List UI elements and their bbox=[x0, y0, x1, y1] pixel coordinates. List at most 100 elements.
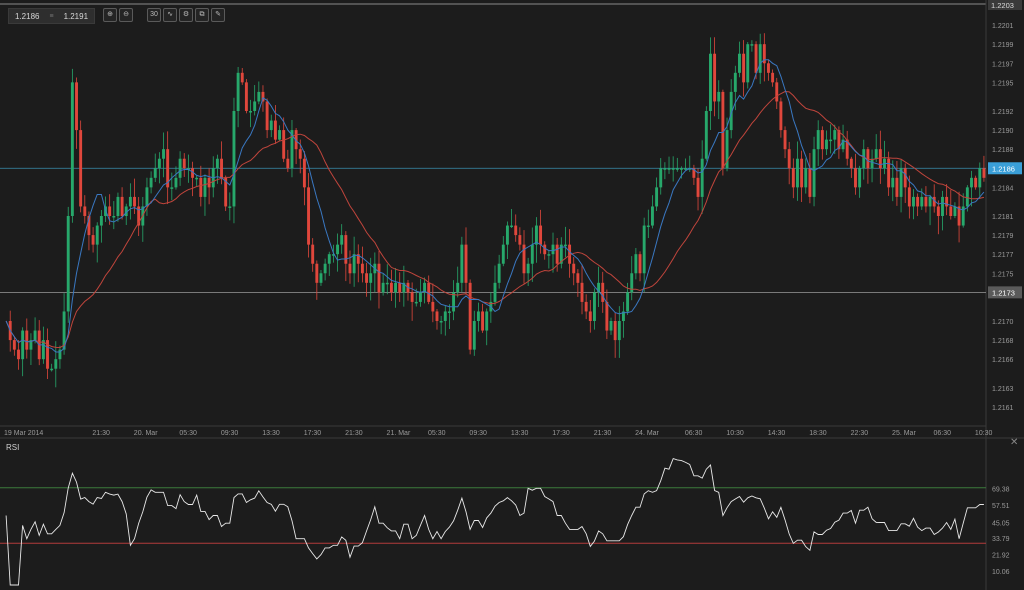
bid-ask-box[interactable]: 1.2186 ≡ 1.2191 bbox=[8, 8, 96, 24]
candle-bear bbox=[137, 206, 141, 226]
candle-bull bbox=[162, 149, 165, 159]
candle-bull bbox=[609, 321, 613, 331]
candle-bear bbox=[286, 158, 290, 169]
time-tick-label: 13:30 bbox=[511, 430, 529, 437]
candle-bear bbox=[468, 282, 472, 350]
candle-bull bbox=[58, 349, 62, 360]
candle-bull bbox=[700, 158, 704, 197]
time-tick-label: 14:30 bbox=[768, 430, 786, 437]
candle-bear bbox=[779, 101, 783, 131]
candle-bear bbox=[199, 177, 203, 197]
price-tick-label: 1.2190 bbox=[992, 128, 1014, 135]
candle-bull bbox=[447, 311, 451, 313]
time-tick-label: 21. Mar bbox=[387, 430, 411, 437]
price-tick-label: 1.2181 bbox=[992, 214, 1014, 221]
price-tick-label: 1.2161 bbox=[992, 405, 1014, 412]
candle-bull bbox=[232, 111, 236, 207]
candle-bull bbox=[253, 101, 257, 111]
candle-bear bbox=[435, 311, 439, 321]
candle-bear bbox=[207, 177, 211, 188]
candle-bear bbox=[949, 206, 953, 216]
candle-bear bbox=[398, 282, 402, 293]
candle-bull bbox=[402, 282, 406, 293]
candle-bear bbox=[410, 292, 414, 302]
candle-bear bbox=[240, 72, 244, 83]
candle-bull bbox=[659, 168, 663, 188]
price-tick-label: 1.2192 bbox=[992, 109, 1014, 116]
candle-bear bbox=[713, 53, 717, 102]
candle-bear bbox=[584, 301, 588, 312]
candle-bull bbox=[99, 216, 103, 226]
candle-bull bbox=[269, 120, 273, 131]
candle-bear bbox=[108, 206, 112, 216]
draw-icon[interactable]: ✎ bbox=[211, 8, 225, 22]
candle-bear bbox=[854, 168, 857, 188]
rsi-line bbox=[5, 458, 984, 586]
candle-bear bbox=[265, 101, 269, 131]
timeframe-30m-button[interactable]: 30 bbox=[147, 8, 161, 22]
candle-bear bbox=[431, 301, 435, 312]
candle-bull bbox=[829, 139, 833, 142]
candle-bull bbox=[833, 130, 837, 140]
candle-bear bbox=[576, 273, 580, 283]
copy-icon[interactable]: ⧉ bbox=[195, 8, 209, 22]
candle-bear bbox=[771, 72, 775, 83]
candle-bear bbox=[220, 158, 223, 178]
price-tick-label: 1.2199 bbox=[992, 42, 1014, 49]
candle-bull bbox=[336, 244, 339, 255]
candle-bear bbox=[244, 82, 248, 111]
candle-bull bbox=[526, 263, 530, 274]
candle-bull bbox=[70, 82, 74, 216]
order-icon[interactable]: ≡ bbox=[49, 12, 54, 20]
candle-bull bbox=[369, 273, 373, 283]
candle-bull bbox=[617, 321, 621, 341]
time-tick-label: 10:30 bbox=[975, 430, 993, 437]
candle-bull bbox=[626, 292, 630, 312]
time-tick-label: 10:30 bbox=[726, 430, 744, 437]
time-tick-label: 21:30 bbox=[594, 430, 612, 437]
candle-bull bbox=[41, 340, 45, 360]
candle-bear bbox=[344, 235, 348, 264]
candle-bull bbox=[671, 168, 675, 170]
candle-bear bbox=[79, 130, 83, 207]
candle-bull bbox=[709, 53, 712, 111]
zoom-out-icon[interactable]: ⊖ bbox=[119, 8, 133, 22]
candle-bear bbox=[849, 158, 853, 169]
candle-bull bbox=[816, 130, 820, 150]
candle-bull bbox=[621, 311, 625, 321]
candle-bear bbox=[692, 168, 696, 178]
time-tick-label: 25. Mar bbox=[892, 430, 916, 437]
candle-bear bbox=[775, 82, 779, 102]
candle-bull bbox=[746, 44, 750, 83]
candle-bull bbox=[592, 292, 596, 321]
candle-bull bbox=[195, 177, 199, 180]
candle-bull bbox=[95, 225, 99, 245]
candle-bear bbox=[522, 244, 526, 274]
settings-icon[interactable]: ⚙ bbox=[179, 8, 193, 22]
candle-bear bbox=[166, 149, 170, 188]
candle-bull bbox=[858, 168, 862, 188]
candle-bear bbox=[25, 330, 29, 350]
ask-price: 1.2191 bbox=[63, 11, 89, 21]
price-tick-label: 1.2170 bbox=[992, 319, 1014, 326]
candle-bull bbox=[961, 206, 965, 226]
candle-bear bbox=[12, 340, 16, 350]
candle-bull bbox=[385, 282, 389, 285]
indicators-icon[interactable]: ∿ bbox=[163, 8, 177, 22]
price-tick-label: 1.2166 bbox=[992, 357, 1014, 364]
candle-bull bbox=[953, 206, 957, 216]
candle-bull bbox=[145, 187, 149, 207]
candle-bull bbox=[278, 130, 281, 140]
candle-bear bbox=[83, 206, 87, 216]
candle-bull bbox=[651, 206, 654, 226]
candle-bear bbox=[588, 311, 592, 321]
candle-bear bbox=[120, 196, 124, 216]
rsi-tick-label: 10.06 bbox=[992, 569, 1010, 576]
candle-bull bbox=[476, 311, 480, 321]
candle-bear bbox=[887, 158, 891, 188]
candle-bull bbox=[899, 168, 903, 197]
zoom-in-icon[interactable]: ⊕ bbox=[103, 8, 117, 22]
candle-bear bbox=[191, 168, 194, 178]
close-rsi-icon[interactable]: ✕ bbox=[1010, 437, 1019, 448]
